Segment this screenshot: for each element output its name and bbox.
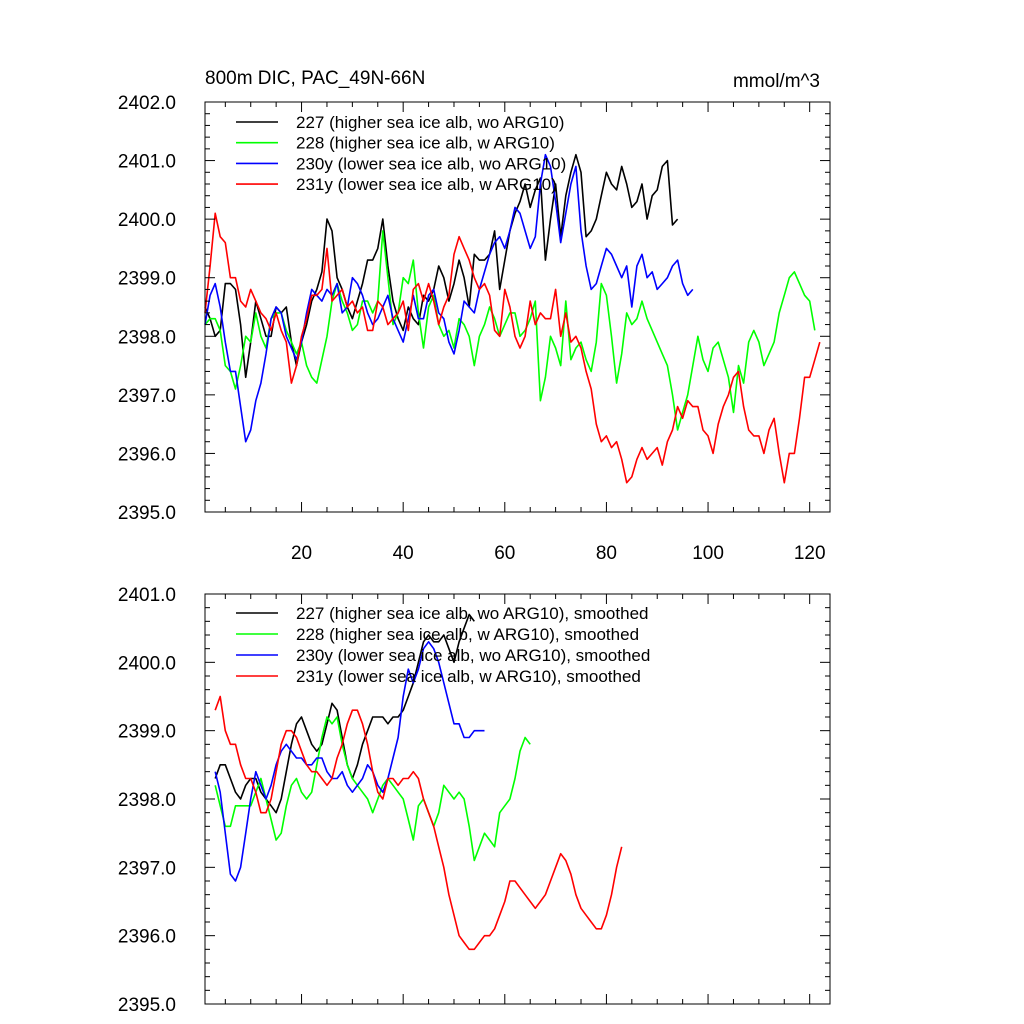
top-series-line-3: [204, 212, 821, 484]
bottom-panel-legend: 227 (higher sea ice alb, wo ARG10), smoo…: [236, 604, 650, 686]
bottom-y-tick-label: 2397.0: [118, 858, 176, 879]
top-x-tick-label: 80: [596, 543, 617, 564]
top-series-line-0: [204, 153, 679, 379]
top-x-tick-label: 20: [291, 543, 312, 564]
bottom-legend-label-1: 228 (higher sea ice alb, w ARG10), smoot…: [296, 625, 639, 644]
units-label: mmol/m^3: [733, 71, 820, 92]
top-plot-frame: [204, 101, 831, 513]
bottom-y-tick-label: 2396.0: [118, 927, 176, 948]
bottom-y-tick-label: 2400.0: [118, 653, 176, 674]
top-x-tick-label: 120: [794, 543, 826, 564]
top-series-line-2: [204, 153, 694, 443]
bottom-legend-label-0: 227 (higher sea ice alb, wo ARG10), smoo…: [296, 604, 648, 623]
bottom-series-line-3: [214, 695, 623, 951]
bottom-y-tick-label: 2401.0: [118, 585, 176, 606]
top-y-tick-label: 2402.0: [118, 93, 176, 114]
bottom-y-tick-label: 2398.0: [118, 790, 176, 811]
bottom-panel-lines: [214, 613, 623, 951]
top-y-tick-label: 2398.0: [118, 327, 176, 348]
top-y-tick-label: 2399.0: [118, 269, 176, 290]
top-y-tick-label: 2395.0: [118, 503, 176, 524]
top-legend-label-0: 227 (higher sea ice alb, wo ARG10): [296, 113, 564, 132]
top-legend-label-3: 231y (lower sea ice alb, w ARG10): [296, 175, 557, 194]
bottom-legend-label-2: 230y (lower sea ice alb, wo ARG10), smoo…: [296, 646, 650, 665]
top-legend-label-2: 230y (lower sea ice alb, wo ARG10): [296, 154, 566, 173]
bottom-y-tick-label: 2395.0: [118, 995, 176, 1016]
top-panel-legend: 227 (higher sea ice alb, wo ARG10) 228 (h…: [236, 113, 566, 194]
bottom-legend-label-3: 231y (lower sea ice alb, w ARG10), smoot…: [296, 667, 641, 686]
top-y-tick-label: 2396.0: [118, 444, 176, 465]
top-panel-axes: 20 40 60 80 100 120 2395.0 2396.0 2397.0 2398.0 23…: [118, 93, 831, 564]
bottom-panel: 2395.0 2396.0 2397.0 2398.0 2399.0 2400.0 2401…: [118, 585, 831, 1016]
top-x-tick-label: 60: [494, 543, 515, 564]
chart-title: 800m DIC, PAC_49N-66N: [205, 68, 425, 89]
bottom-series-line-1: [214, 716, 531, 862]
top-x-tick-label: 100: [692, 543, 724, 564]
bottom-y-tick-label: 2399.0: [118, 722, 176, 743]
top-y-tick-label: 2397.0: [118, 386, 176, 407]
top-y-tick-label: 2400.0: [118, 210, 176, 231]
bottom-panel-axes: 2395.0 2396.0 2397.0 2398.0 2399.0 2400.0 2401…: [118, 585, 831, 1016]
bottom-series-line-2: [214, 640, 485, 882]
top-series-line-1: [204, 230, 816, 431]
top-legend-label-1: 228 (higher sea ice alb, w ARG10): [296, 134, 555, 153]
top-panel-lines: [204, 153, 821, 484]
top-y-tick-label: 2401.0: [118, 152, 176, 173]
top-x-tick-label: 40: [393, 543, 414, 564]
top-panel: 20 40 60 80 100 120 2395.0 2396.0 2397.0 2398.0 23…: [118, 93, 831, 564]
